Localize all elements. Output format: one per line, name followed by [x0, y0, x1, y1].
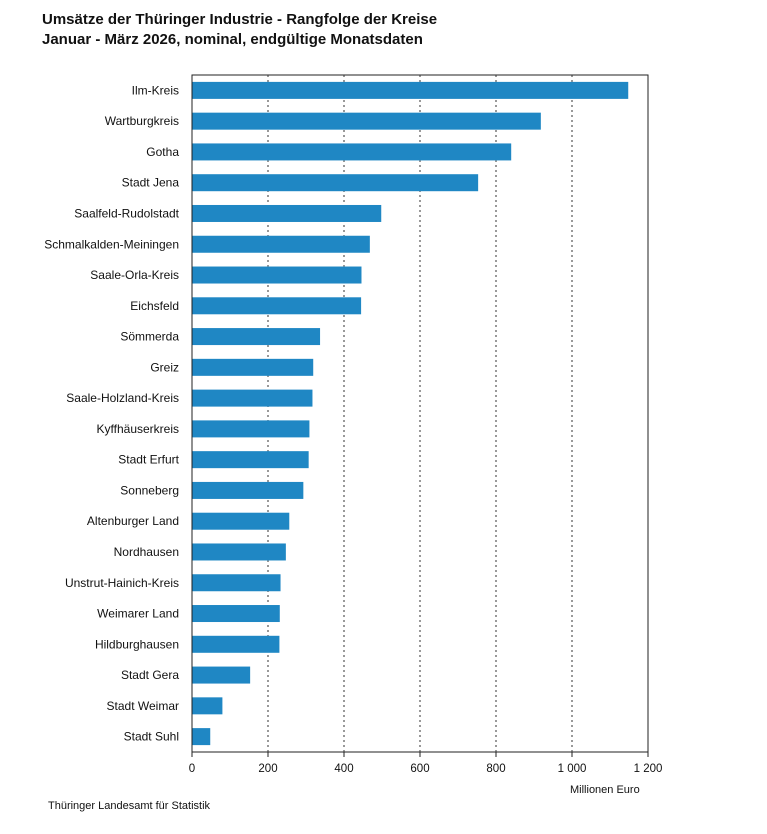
category-label: Wartburgkreis: [105, 114, 179, 128]
bar: [192, 143, 512, 161]
bar: [192, 112, 541, 130]
category-label: Saalfeld-Rudolstadt: [74, 206, 179, 220]
bar: [192, 666, 251, 684]
bar: [192, 328, 321, 346]
chart-title: Umsätze der Thüringer Industrie - Rangfo…: [42, 11, 438, 28]
category-label: Schmalkalden-Meiningen: [44, 237, 179, 251]
bar: [192, 358, 314, 376]
source-note: Thüringer Landesamt für Statistik: [48, 800, 211, 812]
category-label: Gotha: [146, 145, 179, 159]
x-tick-label: 1 000: [558, 763, 587, 775]
category-label: Stadt Erfurt: [118, 453, 179, 467]
category-label: Hildburghausen: [95, 637, 179, 651]
category-label: Sömmerda: [120, 330, 179, 344]
bar: [192, 451, 309, 469]
category-label: Saale-Holzland-Kreis: [66, 391, 179, 405]
bar: [192, 297, 362, 315]
x-tick-label: 200: [258, 763, 277, 775]
category-label: Stadt Weimar: [107, 699, 179, 713]
x-tick-label: 600: [410, 763, 429, 775]
category-label: Unstrut-Hainich-Kreis: [65, 576, 179, 590]
bar: [192, 174, 479, 192]
bar: [192, 204, 382, 222]
category-label: Nordhausen: [114, 545, 179, 559]
x-axis-unit-label: Millionen Euro: [570, 784, 640, 796]
bar: [192, 512, 290, 530]
x-tick-label: 1 200: [634, 763, 663, 775]
bar: [192, 235, 370, 253]
bar: [192, 481, 304, 499]
bar: [192, 420, 310, 438]
category-label: Stadt Jena: [122, 176, 180, 190]
x-tick-label: 800: [486, 763, 505, 775]
bar: [192, 697, 223, 715]
bar: [192, 543, 286, 561]
category-label: Eichsfeld: [130, 299, 179, 313]
bar: [192, 635, 280, 653]
bar: [192, 389, 313, 407]
category-label: Sonneberg: [120, 483, 179, 497]
category-label: Stadt Gera: [121, 668, 179, 682]
bar: [192, 81, 629, 99]
category-label: Saale-Orla-Kreis: [90, 268, 179, 282]
chart-title-block: Umsätze der Thüringer Industrie - Rangfo…: [42, 10, 437, 50]
bar: [192, 728, 211, 746]
bar: [192, 605, 280, 623]
category-label: Altenburger Land: [87, 514, 179, 528]
chart-subtitle: Januar - März 2026, nominal, endgültige …: [42, 31, 423, 48]
bar: [192, 266, 362, 284]
category-label: Ilm-Kreis: [132, 83, 179, 97]
category-label: Kyffhäuserkreis: [97, 422, 179, 436]
x-tick-label: 400: [334, 763, 353, 775]
x-tick-label: 0: [189, 763, 195, 775]
category-label: Stadt Suhl: [124, 730, 179, 744]
category-label: Weimarer Land: [97, 607, 179, 621]
bar: [192, 574, 281, 592]
category-label: Greiz: [150, 360, 179, 374]
